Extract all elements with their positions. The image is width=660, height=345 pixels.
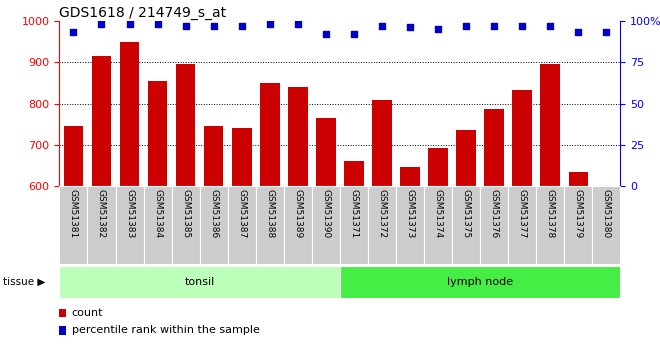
Bar	[340, 186, 368, 264]
Text: lymph node: lymph node	[447, 277, 513, 287]
Bar	[59, 186, 87, 264]
Text: GSM51383: GSM51383	[125, 189, 134, 238]
Text: GSM51375: GSM51375	[461, 189, 471, 238]
Point	[68, 30, 79, 35]
Bar	[316, 118, 336, 186]
Point	[405, 24, 415, 30]
Text: GSM51386: GSM51386	[209, 189, 218, 238]
Text: GSM51384: GSM51384	[153, 189, 162, 238]
Text: tissue ▶: tissue ▶	[3, 277, 46, 287]
Text: GSM51378: GSM51378	[546, 189, 555, 238]
Bar	[232, 128, 251, 186]
Bar	[368, 186, 396, 264]
Point	[377, 23, 387, 28]
Bar	[63, 126, 83, 186]
Bar	[284, 186, 312, 264]
Text: GDS1618 / 214749_s_at: GDS1618 / 214749_s_at	[59, 6, 226, 20]
Text: GSM51377: GSM51377	[517, 189, 527, 238]
Bar	[172, 186, 200, 264]
Bar	[115, 186, 144, 264]
Point	[124, 21, 135, 27]
Bar	[200, 186, 228, 264]
Text: tonsil: tonsil	[185, 277, 214, 287]
Bar	[593, 186, 620, 264]
Bar	[340, 266, 620, 298]
Bar	[428, 148, 448, 186]
Point	[433, 26, 444, 32]
Bar	[484, 109, 504, 186]
Point	[461, 23, 471, 28]
Text: GSM51387: GSM51387	[237, 189, 246, 238]
Bar	[92, 56, 112, 186]
Point	[180, 23, 191, 28]
Bar	[452, 186, 480, 264]
Bar	[456, 130, 476, 186]
Bar	[512, 90, 532, 186]
Bar	[480, 186, 508, 264]
Text: GSM51380: GSM51380	[602, 189, 611, 238]
Bar	[400, 167, 420, 186]
Bar	[176, 64, 195, 186]
Point	[348, 31, 359, 37]
Bar	[119, 42, 139, 186]
Point	[489, 23, 500, 28]
Bar	[87, 186, 116, 264]
Bar	[344, 161, 364, 186]
Text: GSM51388: GSM51388	[265, 189, 275, 238]
Bar	[204, 126, 224, 186]
Bar	[396, 186, 424, 264]
Bar	[424, 186, 452, 264]
Text: GSM51379: GSM51379	[574, 189, 583, 238]
Point	[265, 21, 275, 27]
Bar	[508, 186, 537, 264]
Text: GSM51390: GSM51390	[321, 189, 331, 238]
Bar	[372, 100, 392, 186]
Text: GSM51376: GSM51376	[490, 189, 499, 238]
Point	[209, 23, 219, 28]
Bar	[260, 83, 280, 186]
Text: percentile rank within the sample: percentile rank within the sample	[72, 325, 259, 335]
Text: GSM51385: GSM51385	[181, 189, 190, 238]
Text: GSM51373: GSM51373	[405, 189, 414, 238]
Point	[152, 21, 163, 27]
Bar	[537, 186, 564, 264]
Bar	[59, 326, 66, 335]
Text: GSM51381: GSM51381	[69, 189, 78, 238]
Point	[96, 21, 107, 27]
Text: count: count	[72, 308, 103, 318]
Text: GSM51371: GSM51371	[349, 189, 358, 238]
Bar	[288, 87, 308, 186]
Bar	[59, 266, 340, 298]
Bar	[564, 186, 593, 264]
Text: GSM51372: GSM51372	[378, 189, 387, 238]
Bar	[256, 186, 284, 264]
Bar	[148, 81, 168, 186]
Text: GSM51389: GSM51389	[293, 189, 302, 238]
Point	[601, 30, 612, 35]
Bar	[568, 172, 588, 186]
Point	[236, 23, 247, 28]
Point	[517, 23, 527, 28]
Bar	[59, 309, 66, 317]
Text: GSM51382: GSM51382	[97, 189, 106, 238]
Bar	[541, 64, 560, 186]
Point	[321, 31, 331, 37]
Point	[573, 30, 583, 35]
Text: GSM51374: GSM51374	[434, 189, 443, 238]
Bar	[228, 186, 256, 264]
Point	[292, 21, 303, 27]
Point	[545, 23, 556, 28]
Bar	[312, 186, 340, 264]
Bar	[144, 186, 172, 264]
